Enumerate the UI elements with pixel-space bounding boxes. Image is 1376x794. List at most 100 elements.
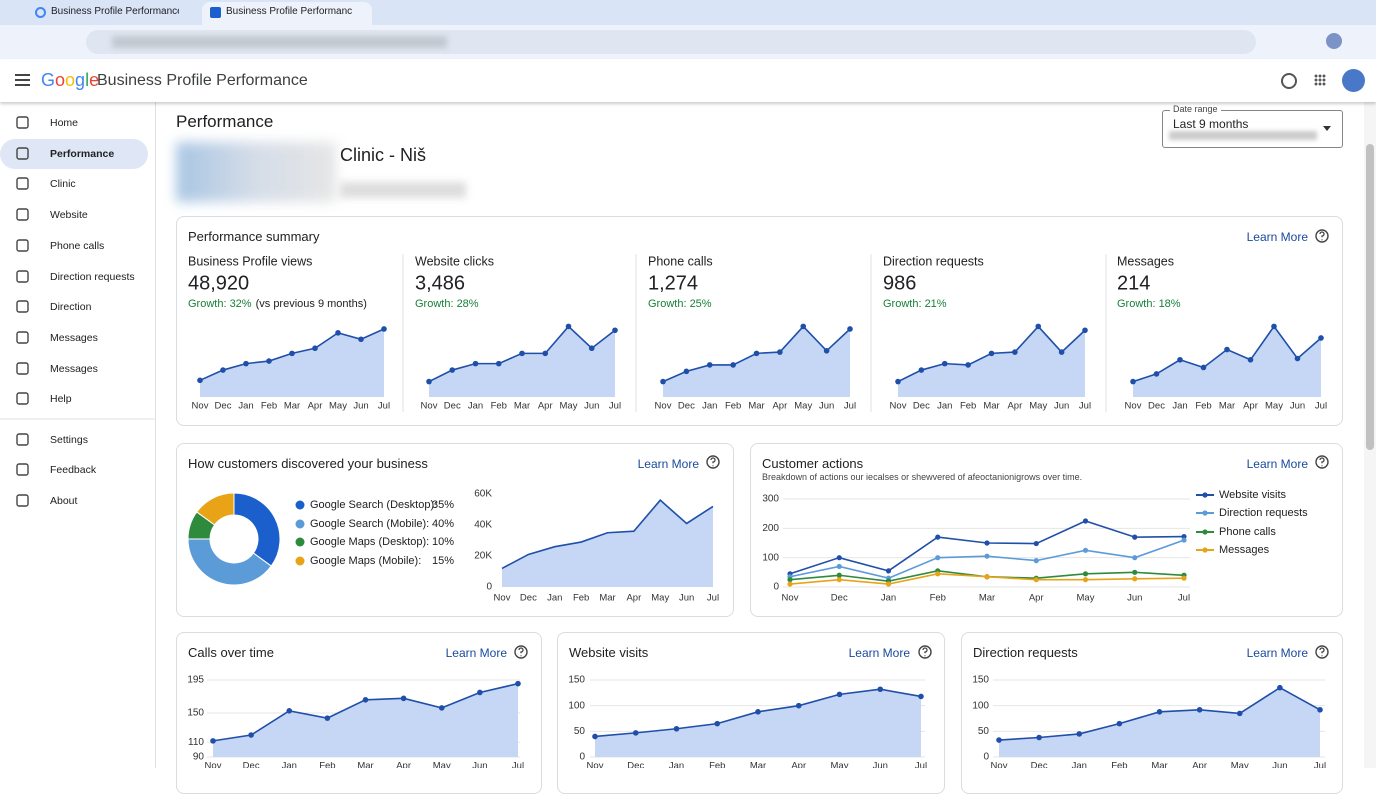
tab-title: Business Profile Performance - [226,6,352,17]
sidebar-item[interactable]: Messages [50,332,98,344]
y-tick-label: 0 [983,752,989,763]
metric-title: Messages [1117,254,1174,268]
help-icon[interactable] [514,645,528,659]
learn-more[interactable]: Learn More [848,646,910,660]
area-fill [502,500,713,587]
help-icon[interactable] [1315,229,1329,243]
data-point [984,574,990,580]
data-point [984,553,990,559]
sidebar-item[interactable]: Direction [50,301,92,313]
help-glyph [922,647,928,657]
data-point [612,327,618,334]
y-tick-label: 50 [574,726,586,737]
sidebar-item[interactable]: Settings [50,434,88,446]
scrollbar [1364,102,1376,768]
metric-growth-note: (vs previous 9 months) [256,298,367,310]
x-tick-label: Apr [772,401,787,412]
x-tick-label: Mar [1219,401,1235,412]
sidebar-item[interactable]: Direction requests [50,271,135,283]
data-point [248,732,254,738]
sidebar-item[interactable]: Help [50,393,72,405]
sidebar-item[interactable]: Messages [50,363,98,375]
help-icon[interactable] [1315,645,1329,659]
pie-slice [233,492,281,567]
data-point [683,368,690,375]
help-glyph [518,647,524,657]
sidebar-item[interactable]: Website [50,209,88,221]
data-point [1116,720,1123,727]
data-point [592,733,598,740]
x-tick-label: Nov [991,761,1008,768]
data-point [1317,706,1323,713]
learn-more[interactable]: Learn More [637,457,699,471]
data-point [289,350,295,357]
sidebar-icon [16,147,29,160]
x-tick-label: Nov [587,761,604,768]
profile-avatar[interactable] [1326,33,1342,49]
x-tick-label: Jan [1072,761,1087,768]
sidebar-icon [16,300,29,313]
tab[interactable]: Business Profile Performance - [29,2,199,23]
tab-active[interactable]: Business Profile Performance - [202,2,372,25]
x-tick-label: Jun [1272,761,1287,768]
x-tick-label: Apr [538,401,553,412]
date-range-select[interactable]: Date range Last 9 months [1162,104,1343,148]
data-point [1247,356,1254,363]
learn-more[interactable]: Learn More [1246,646,1308,660]
help-glyph [1319,647,1325,657]
help-icon[interactable] [1315,455,1329,469]
y-tick-label: 150 [187,708,204,719]
help-icon[interactable] [706,455,720,469]
learn-more[interactable]: Learn More [1246,230,1308,244]
sidebar-item[interactable]: Home [50,117,78,129]
data-point [935,534,941,540]
help-icon[interactable] [918,645,932,659]
data-point [472,360,479,367]
summary-title: Performance summary [188,229,320,244]
x-tick-label: Jul [1314,761,1326,768]
metric-value: 48,920 [188,272,249,294]
legend-swatch-dot [1202,529,1208,535]
menu-button[interactable] [15,74,30,76]
x-tick-label: Apr [1007,401,1022,412]
sidebar-item[interactable]: About [50,495,78,507]
business-photo [176,142,336,202]
x-tick-label: Mar [750,761,766,768]
series-line [789,520,1185,575]
data-point [984,540,990,546]
blurred-url [112,36,447,48]
sidebar-item[interactable]: Phone calls [50,240,104,252]
x-tick-label: Jun [472,761,487,768]
x-tick-label: Mar [284,401,300,412]
account-avatar[interactable] [1342,69,1365,92]
data-point [836,563,842,570]
data-point [935,571,941,577]
x-tick-label: May [1265,401,1283,412]
data-point [1132,569,1138,575]
data-point [823,348,830,354]
legend-swatch [295,500,305,510]
help-button[interactable] [1281,73,1297,89]
data-point [753,350,760,357]
learn-more[interactable]: Learn More [1246,457,1308,471]
x-tick-label: Nov [192,401,209,412]
data-point [1200,364,1207,371]
legend-label: Website visits [1219,489,1287,501]
apps-button[interactable] [1314,74,1326,86]
x-tick-label: Dec [831,593,848,604]
data-point [836,691,843,698]
learn-more[interactable]: Learn More [445,646,507,660]
app-header: Google Business Profile Performance [0,59,1376,102]
sidebar-icon [16,463,29,476]
x-tick-label: Jun [1127,593,1142,604]
data-point [1224,346,1230,353]
area-fill [999,687,1320,757]
x-tick-label: Apr [1192,761,1207,768]
data-point [918,693,924,700]
y-tick-label: 100 [972,700,989,711]
dropdown-arrow [1323,126,1331,135]
sidebar-item[interactable]: Feedback [50,464,97,476]
sidebar-item[interactable]: Clinic [50,178,76,190]
sidebar-item[interactable]: Performance [50,148,114,160]
x-tick-label: Jan [937,401,952,412]
